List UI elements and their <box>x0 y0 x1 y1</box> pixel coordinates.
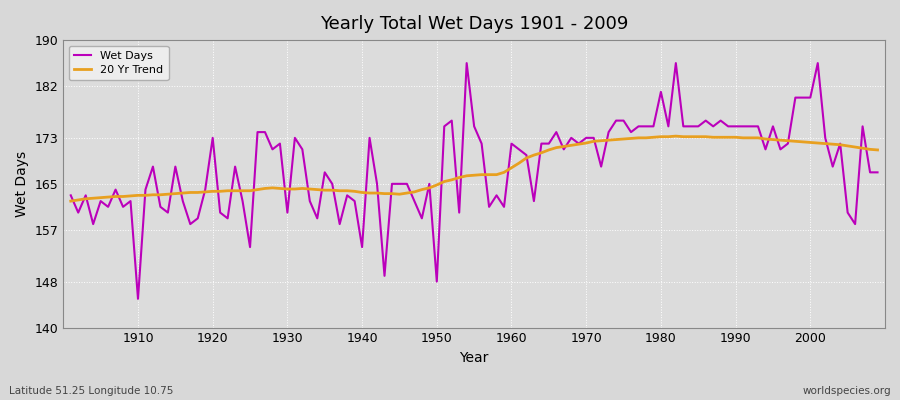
Legend: Wet Days, 20 Yr Trend: Wet Days, 20 Yr Trend <box>68 46 168 80</box>
20 Yr Trend <box>499 170 509 175</box>
Wet Days <box>297 147 308 152</box>
Wet Days <box>132 296 143 301</box>
20 Yr Trend <box>506 165 517 170</box>
Wet Days <box>872 170 883 175</box>
20 Yr Trend <box>872 148 883 152</box>
Text: worldspecies.org: worldspecies.org <box>803 386 891 396</box>
Wet Days <box>611 118 622 123</box>
Text: Latitude 51.25 Longitude 10.75: Latitude 51.25 Longitude 10.75 <box>9 386 174 396</box>
20 Yr Trend <box>596 138 607 143</box>
Wet Days <box>342 193 353 198</box>
20 Yr Trend <box>125 194 136 198</box>
Y-axis label: Wet Days: Wet Days <box>15 151 29 217</box>
X-axis label: Year: Year <box>460 351 489 365</box>
Wet Days <box>521 153 532 158</box>
Wet Days <box>125 199 136 204</box>
Title: Yearly Total Wet Days 1901 - 2009: Yearly Total Wet Days 1901 - 2009 <box>320 15 628 33</box>
20 Yr Trend <box>290 187 301 192</box>
Line: Wet Days: Wet Days <box>71 63 878 299</box>
Line: 20 Yr Trend: 20 Yr Trend <box>71 136 878 201</box>
20 Yr Trend <box>670 134 681 138</box>
20 Yr Trend <box>66 199 77 204</box>
Wet Days <box>66 193 77 198</box>
Wet Days <box>462 61 472 66</box>
Wet Days <box>514 147 525 152</box>
20 Yr Trend <box>334 188 345 193</box>
